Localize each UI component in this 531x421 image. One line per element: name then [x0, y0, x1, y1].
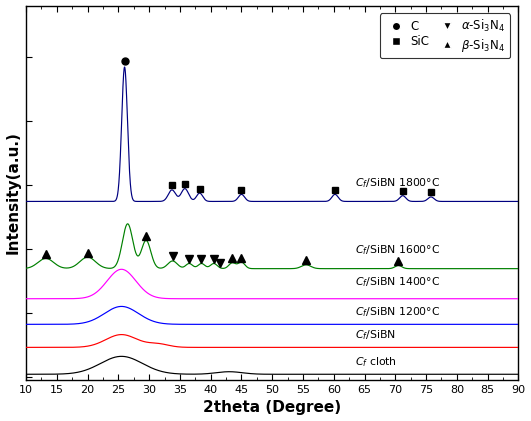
Text: $C_f$/SiBN: $C_f$/SiBN — [355, 328, 396, 342]
Text: $C_f$/SiBN 1800°C: $C_f$/SiBN 1800°C — [355, 176, 441, 190]
X-axis label: 2theta (Degree): 2theta (Degree) — [203, 400, 341, 416]
Text: $C_f$ cloth: $C_f$ cloth — [355, 355, 397, 369]
Y-axis label: Intensity(a.u.): Intensity(a.u.) — [5, 131, 21, 254]
Text: $C_f$/SiBN 1400°C: $C_f$/SiBN 1400°C — [355, 275, 441, 289]
Text: $C_f$/SiBN 1200°C: $C_f$/SiBN 1200°C — [355, 305, 441, 319]
Legend: C, SiC, $\alpha$-Si$_3$N$_4$, $\beta$-Si$_3$N$_4$: C, SiC, $\alpha$-Si$_3$N$_4$, $\beta$-Si… — [380, 13, 510, 58]
Text: $C_f$/SiBN 1600°C: $C_f$/SiBN 1600°C — [355, 243, 441, 257]
